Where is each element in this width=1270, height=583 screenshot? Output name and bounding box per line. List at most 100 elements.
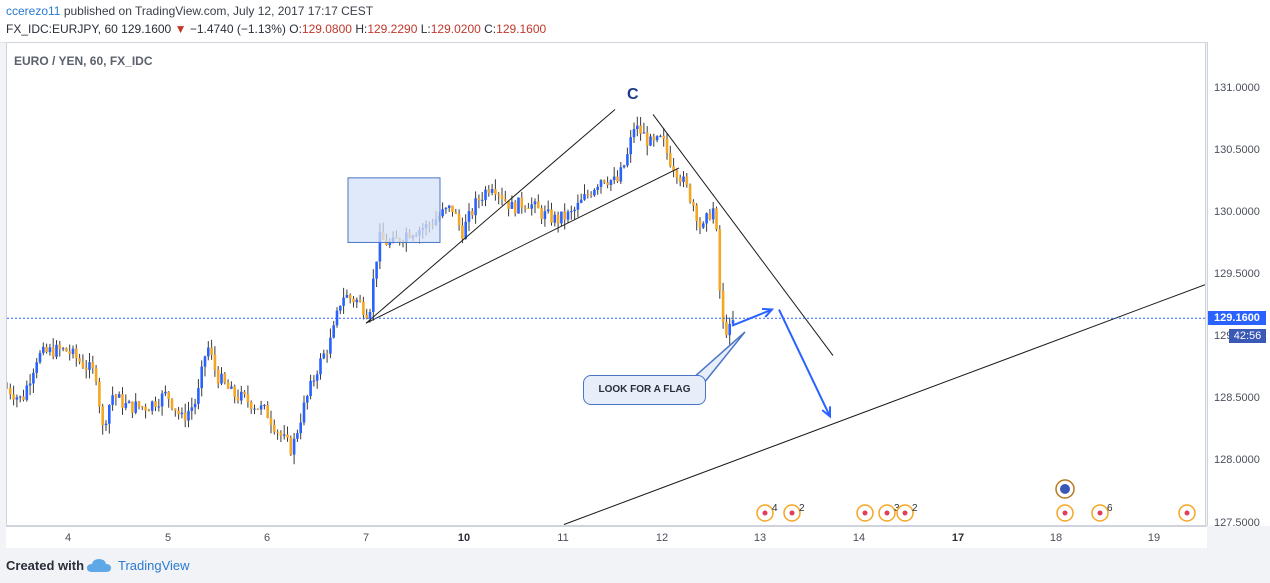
candle-body <box>289 437 293 455</box>
candle-body <box>715 208 718 230</box>
candle-body <box>177 410 180 415</box>
event-marker-dot <box>862 510 868 516</box>
event-count: 3 <box>894 503 900 514</box>
event-marker-dot <box>1062 510 1068 516</box>
candle-body <box>147 410 151 412</box>
candle-body <box>216 369 220 384</box>
candle-body <box>586 194 590 196</box>
candle-body <box>533 201 537 205</box>
candle-body <box>662 135 665 139</box>
event-marker-dot <box>789 510 795 516</box>
candle-body <box>678 177 682 183</box>
price-tick-label: 128.0000 <box>1214 454 1260 467</box>
candle-body <box>157 406 161 408</box>
candle-body <box>220 373 223 384</box>
author-link[interactable]: ccerezo11 <box>6 4 61 18</box>
candle-body <box>497 194 500 196</box>
candle-body <box>454 212 458 214</box>
candle-body <box>174 408 177 411</box>
candle-body <box>269 417 273 425</box>
price-tick-label: 127.5000 <box>1214 516 1260 529</box>
candle-body <box>645 132 649 146</box>
candle-body <box>655 136 659 141</box>
candle-body <box>197 388 200 404</box>
footer: Created with TradingView <box>0 548 1270 583</box>
time-tick-label: 11 <box>557 532 569 544</box>
candle-body <box>223 373 227 383</box>
open-value: 129.0800 <box>301 22 352 36</box>
candle-body <box>378 231 382 262</box>
candle-body <box>200 366 203 389</box>
event-count: 6 <box>1107 503 1113 514</box>
candle-body <box>441 209 444 217</box>
candle-body <box>573 209 576 212</box>
candle-body <box>711 208 715 220</box>
candle-body <box>25 385 29 400</box>
time-tick-label: 7 <box>362 532 370 544</box>
candle-body <box>444 208 448 210</box>
candle-body <box>286 434 289 438</box>
candlestick-chart[interactable]: 4 2 3 2 6 <box>7 43 1206 526</box>
candle-body <box>150 401 154 411</box>
candle-body <box>183 412 187 421</box>
candle-body <box>141 406 144 408</box>
close-label: C: <box>484 22 497 36</box>
event-marker-stacked-dot <box>1060 484 1070 494</box>
candle-body <box>507 200 510 209</box>
candle-body <box>81 361 85 368</box>
candle-body <box>230 386 233 389</box>
event-count: 2 <box>912 503 918 514</box>
candle-body <box>75 348 78 359</box>
trendline <box>563 284 1205 525</box>
highlight-rectangle <box>347 177 441 243</box>
candle-body <box>487 189 491 193</box>
candle-body <box>296 433 299 439</box>
tradingview-brand-link[interactable]: TradingView <box>118 558 190 573</box>
candle-body <box>725 321 728 336</box>
time-tick-label: 10 <box>457 532 471 544</box>
down-arrow-icon: ▼ <box>174 22 187 36</box>
candle-body <box>593 189 596 196</box>
candle-body <box>659 135 662 137</box>
candle-body <box>253 408 256 410</box>
price-axis[interactable]: 127.5000128.0000128.5000129.0000129.5000… <box>1207 42 1270 529</box>
projection-arrowhead <box>821 406 832 419</box>
candle-body <box>240 391 243 401</box>
candle-body <box>233 386 236 397</box>
candle-body <box>375 261 378 279</box>
candle-body <box>319 358 322 375</box>
candle-body <box>665 138 669 154</box>
flag-callout: LOOK FOR A FLAG <box>583 375 706 405</box>
candle-body <box>259 405 263 410</box>
time-axis[interactable]: 4 5 6 7 10 11 12 13 14 17 18 19 <box>6 526 1207 549</box>
candle-body <box>570 211 573 213</box>
candle-body <box>546 209 550 212</box>
trendline <box>365 167 680 324</box>
candle-body <box>299 422 302 434</box>
chart-plot-area[interactable]: 4 2 3 2 6 <box>6 42 1206 526</box>
candle-body <box>12 394 15 400</box>
candle-body <box>282 434 286 436</box>
candle-body <box>477 198 481 201</box>
last-price: 129.1600 <box>121 22 172 36</box>
event-marker-dot <box>1184 510 1190 516</box>
candle-body <box>718 229 722 291</box>
candle-body <box>447 205 451 209</box>
time-tick-label: 12 <box>655 532 669 544</box>
candle-body <box>22 396 25 400</box>
candle-body <box>342 297 345 306</box>
candle-body <box>636 125 639 130</box>
candle-body <box>276 431 279 433</box>
tradingview-cloud-icon <box>87 559 111 572</box>
candle-body <box>523 207 527 209</box>
candle-body <box>520 197 524 208</box>
candle-body <box>306 396 309 403</box>
candle-body <box>467 211 471 222</box>
candle-body <box>187 410 190 421</box>
candle-body <box>226 382 230 389</box>
candle-body <box>94 368 98 382</box>
price-tick-label: 130.5000 <box>1214 143 1260 156</box>
high-value: 129.2290 <box>367 22 418 36</box>
candle-body <box>537 201 540 209</box>
time-tick-label: 5 <box>164 532 172 544</box>
